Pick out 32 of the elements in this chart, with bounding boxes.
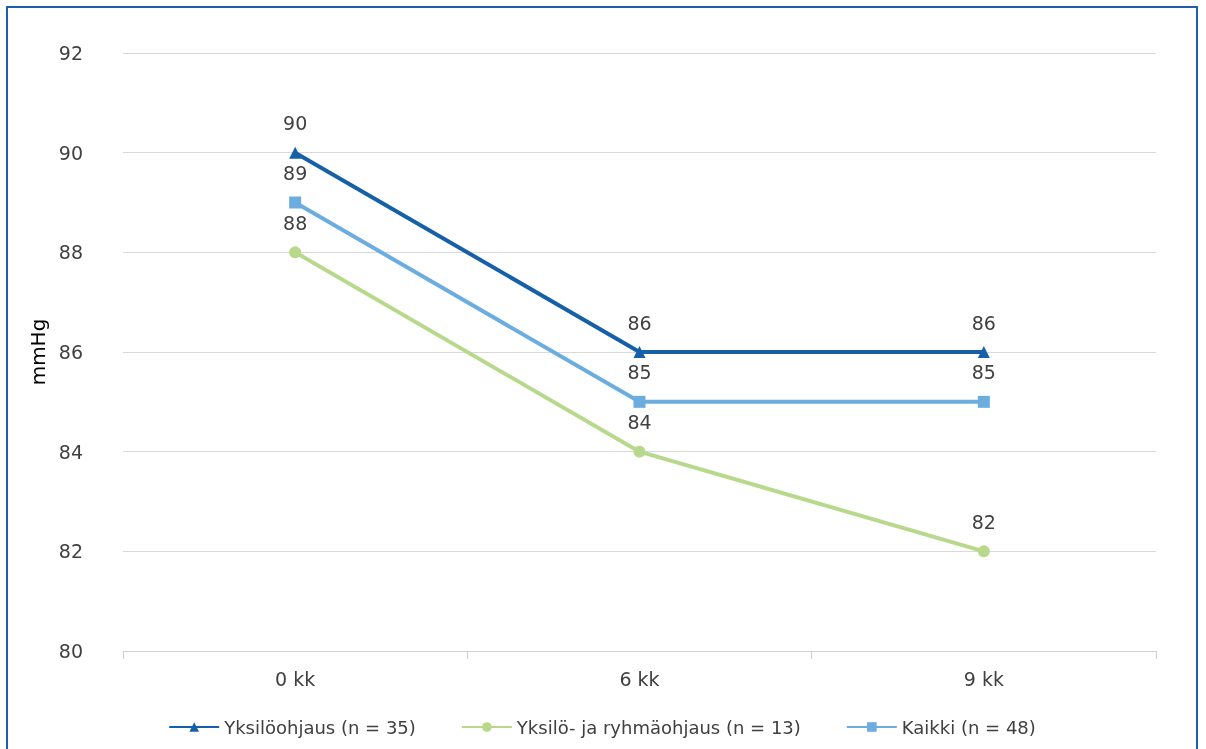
- y-tick-label: 86: [58, 341, 83, 363]
- point: [289, 246, 302, 259]
- legend-label: Yksilöohjaus (n = 35): [223, 716, 416, 738]
- data-label: 86: [627, 311, 652, 334]
- x-tick-label: 9 kk: [963, 667, 1004, 690]
- data-label: 82: [971, 510, 996, 533]
- y-tick-label: 84: [58, 440, 83, 463]
- y-tick-label: 90: [58, 141, 83, 164]
- y-tick-label: 80: [58, 640, 83, 662]
- point: [633, 346, 646, 358]
- y-tick-label: 82: [58, 540, 83, 563]
- point: [289, 146, 302, 159]
- data-label: 89: [283, 162, 308, 184]
- y-tick-label: 88: [58, 241, 83, 264]
- data-label: 88: [283, 211, 308, 234]
- y-tick-label: 92: [58, 42, 83, 64]
- data-label: 84: [627, 411, 652, 434]
- data-label: 85: [971, 361, 996, 384]
- point: [977, 346, 990, 358]
- point: [977, 545, 990, 558]
- point: [633, 445, 646, 458]
- x-tick-label: 6 kk: [619, 667, 660, 690]
- data-label: 86: [971, 311, 996, 334]
- y-axis-title: mmHg: [25, 318, 50, 386]
- point: [977, 395, 990, 408]
- x-tick-label: 0 kk: [275, 667, 316, 690]
- legend-label: Kaikki (n = 48): [901, 716, 1036, 738]
- point: [633, 395, 646, 408]
- legend-label: Yksilö- ja ryhmäohjaus (n = 13): [515, 716, 801, 738]
- data-label: 90: [283, 112, 308, 135]
- point: [289, 196, 302, 209]
- data-label: 85: [627, 361, 652, 384]
